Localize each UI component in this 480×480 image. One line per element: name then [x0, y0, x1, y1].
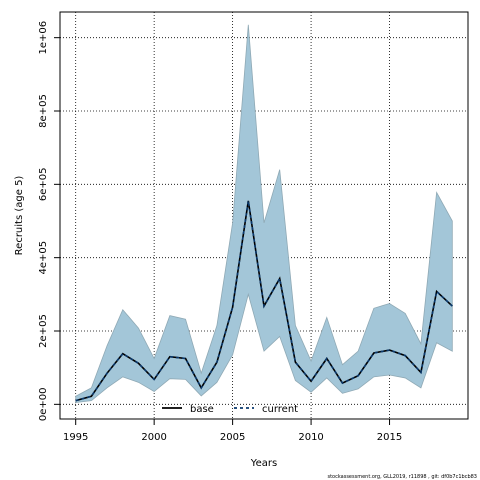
x-tick-label: 2005: [220, 432, 245, 443]
y-tick-label: 6e+05: [38, 168, 49, 202]
legend-label-current: current: [262, 404, 298, 415]
x-axis: 1995 2000 2005 2010 2015: [63, 419, 402, 443]
legend: base current: [162, 404, 298, 415]
y-axis-title: Recruits (age 5): [14, 176, 25, 256]
confidence-band-area: [75, 24, 453, 403]
x-tick-label: 1995: [63, 432, 88, 443]
x-tick-label: 2000: [141, 432, 166, 443]
y-tick-label: 2e+05: [38, 314, 49, 348]
series-lines: [75, 200, 453, 402]
x-tick-label: 2015: [377, 432, 402, 443]
y-axis: 0e+00 2e+05 4e+05 6e+05 8e+05 1e+06: [38, 21, 60, 421]
y-tick-label: 8e+05: [38, 94, 49, 128]
footer-credit: stockassessment.org, GLL2019, r11898 , g…: [327, 474, 477, 480]
confidence-band: [75, 24, 453, 403]
x-axis-title: Years: [250, 458, 277, 469]
y-tick-label: 0e+00: [38, 388, 49, 422]
y-tick-label: 1e+06: [38, 21, 49, 55]
series-line-current: [75, 200, 453, 402]
y-tick-label: 4e+05: [38, 241, 49, 275]
x-tick-label: 2010: [298, 432, 323, 443]
legend-label-base: base: [190, 404, 214, 415]
plot-frame: [59, 11, 469, 420]
